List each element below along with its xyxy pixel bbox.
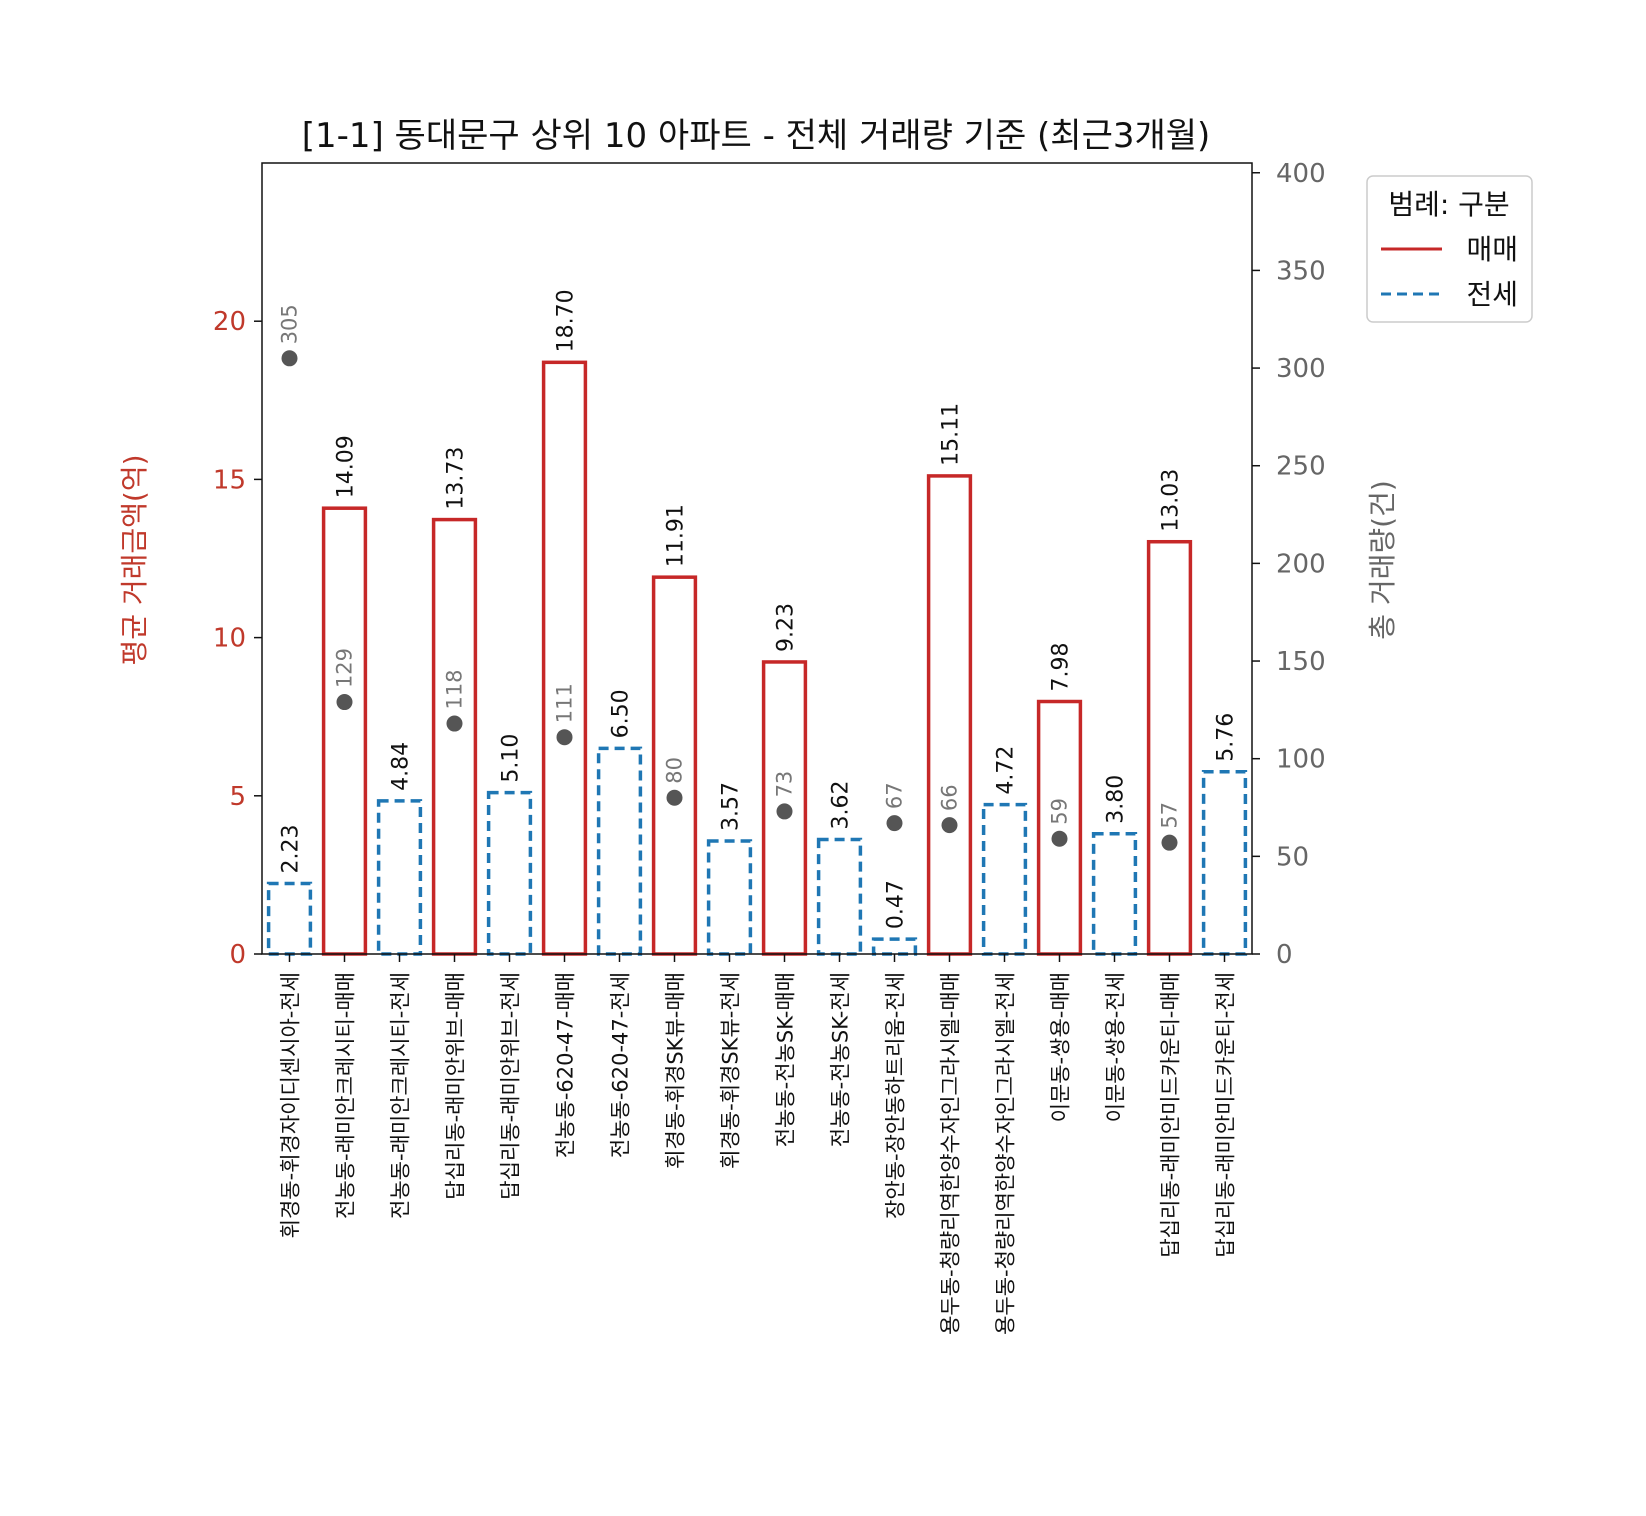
x-tick-label: 전농동-620-47-매매: [554, 972, 578, 1158]
y-tick-label-right: 250: [1276, 452, 1326, 482]
bar-value-label: 5.10: [499, 734, 524, 783]
y-tick-label-right: 300: [1276, 354, 1326, 384]
count-label: 118: [443, 669, 467, 709]
y-tick-label-left: 15: [213, 465, 246, 495]
bar-value-label: 2.23: [279, 824, 304, 873]
bar: [321, 506, 368, 956]
y-tick-label-left: 10: [213, 624, 246, 654]
x-tick-label: 이문동-쌍용-매매: [1049, 972, 1073, 1122]
y-tick-label-left: 0: [229, 940, 246, 970]
bar-value-label: 3.80: [1104, 775, 1129, 824]
count-marker: [666, 789, 683, 806]
y-tick-label-right: 150: [1276, 647, 1326, 677]
x-tick-label: 전농동-620-47-전세: [609, 972, 633, 1158]
x-tick-label: 장안동-장안동하트리움-전세: [884, 972, 908, 1219]
bar-value-label: 6.50: [609, 689, 634, 738]
bar-value-label: 15.11: [939, 403, 964, 466]
bar-value-label: 13.73: [444, 447, 469, 510]
x-tick-label: 전농동-전농SK-전세: [829, 972, 853, 1147]
count-label: 57: [1158, 802, 1182, 829]
legend-title: 범례: 구분: [1388, 188, 1509, 221]
y-tick-label-right: 0: [1276, 940, 1293, 970]
bar-value-label: 3.57: [719, 782, 744, 831]
count-label: 59: [1048, 798, 1072, 825]
x-tick-label: 답십리동-래미안위브-매매: [444, 972, 468, 1200]
y-tick-label-right: 400: [1276, 159, 1326, 189]
bar-value-label: 13.03: [1159, 469, 1184, 532]
bar-value-label: 4.84: [389, 742, 414, 791]
count-marker: [281, 350, 298, 367]
x-tick-label: 용두동-청량리역한양수자인그라시엘-전세: [994, 972, 1018, 1335]
y-tick-label-right: 50: [1276, 842, 1309, 872]
bar: [1091, 832, 1138, 956]
count-label: 111: [553, 683, 577, 723]
x-tick-label: 답십리동-래미안위브-전세: [499, 972, 523, 1200]
plot-frame: [261, 162, 1253, 955]
x-tick-label: 휘경동-휘경SK뷰-전세: [719, 972, 743, 1169]
x-tick-label: 이문동-쌍용-전세: [1104, 972, 1128, 1122]
x-tick-label: 용두동-청량리역한양수자인그라시엘-매매: [939, 972, 963, 1335]
bar-value-label: 4.72: [994, 746, 1019, 795]
x-tick-label: 답십리동-래미안미드카운티-전세: [1214, 972, 1238, 1258]
count-label: 67: [883, 782, 907, 809]
bar-value-label: 7.98: [1049, 643, 1074, 692]
bar: [541, 360, 588, 956]
bar: [596, 746, 643, 956]
plot-area: 2.23 14.09 4.84 13.73 5.10 18.70 6.50 11.91 3.57…: [213, 159, 1326, 1335]
bar-value-label: 14.09: [334, 435, 359, 498]
bar-value-label: 11.91: [664, 504, 689, 567]
bar: [816, 837, 863, 956]
y-tick-label-left: 20: [213, 307, 246, 337]
y-tick-label-right: 100: [1276, 745, 1326, 775]
x-tick-label: 전농동-래미안크레시티-매매: [334, 972, 358, 1219]
legend: 범례: 구분 매매 전세: [1366, 175, 1533, 323]
bar: [981, 802, 1028, 956]
y-tick-label-right: 200: [1276, 549, 1326, 579]
count-marker: [776, 803, 793, 820]
x-tick-label: 답십리동-래미안미드카운티-매매: [1159, 972, 1183, 1258]
bar-value-label: 3.62: [829, 780, 854, 829]
bar: [926, 474, 973, 956]
count-marker: [1051, 830, 1068, 847]
count-marker: [556, 729, 573, 746]
count-marker: [886, 815, 903, 832]
count-marker: [336, 694, 353, 711]
count-label: 129: [333, 648, 357, 688]
bar: [1201, 770, 1248, 956]
x-tick-label: 전농동-래미안크레시티-전세: [389, 972, 413, 1219]
legend-label-sale: 매매: [1466, 233, 1518, 266]
legend-box: [1366, 175, 1533, 323]
count-marker: [1161, 834, 1178, 851]
bar-value-label: 9.23: [774, 603, 799, 652]
count-marker: [941, 817, 958, 834]
bar: [486, 790, 533, 956]
bar: [706, 839, 753, 956]
bar: [376, 799, 423, 956]
count-label: 73: [773, 771, 797, 798]
count-label: 80: [663, 757, 687, 784]
count-label: 66: [938, 784, 962, 811]
bar: [871, 937, 918, 956]
bar: [1146, 539, 1193, 956]
bar: [1036, 699, 1083, 956]
bar-value-label: 0.47: [884, 880, 909, 929]
y-tick-label-left: 5: [229, 782, 246, 812]
bar: [266, 881, 313, 956]
x-tick-label: 전농동-전농SK-매매: [774, 972, 798, 1147]
y-axis-label-left: 평균 거래금액(억): [118, 454, 151, 665]
x-tick-label: 휘경동-휘경SK뷰-매매: [664, 972, 688, 1169]
chart-title: [1-1] 동대문구 상위 10 아파트 - 전체 거래량 기준 (최근3개월): [302, 116, 1211, 156]
y-axis-label-right: 총 거래량(건): [1366, 480, 1399, 640]
bar-value-label: 5.76: [1214, 713, 1239, 762]
count-label: 305: [278, 304, 302, 344]
bar: [431, 517, 478, 956]
y-tick-label-right: 350: [1276, 256, 1326, 286]
legend-label-jeonse: 전세: [1466, 278, 1518, 311]
bar-value-label: 18.70: [554, 289, 579, 352]
count-marker: [446, 715, 463, 732]
x-tick-label: 휘경동-휘경자이디센시아-전세: [279, 972, 303, 1238]
